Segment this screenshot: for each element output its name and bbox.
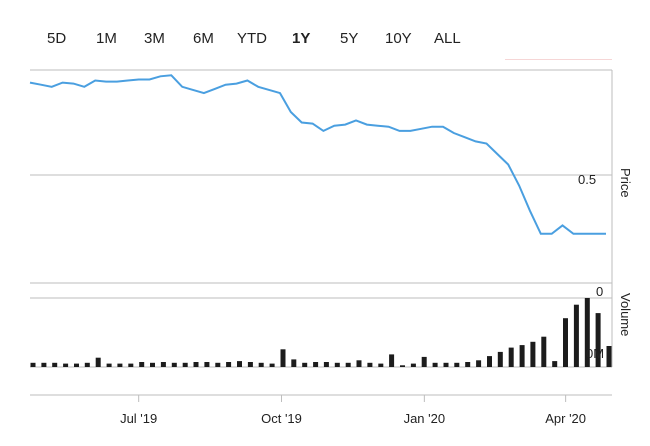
volume-bar bbox=[345, 362, 351, 367]
range-selector: 5D 1M 3M 6M YTD 1Y 5Y 10Y ALL bbox=[0, 0, 500, 72]
volume-bar bbox=[226, 362, 232, 367]
volume-bar bbox=[356, 360, 362, 367]
volume-bar bbox=[552, 361, 558, 367]
volume-bar bbox=[41, 362, 47, 367]
volume-bar bbox=[291, 359, 297, 367]
volume-bar bbox=[367, 362, 373, 367]
x-tick-label: Jan '20 bbox=[404, 411, 446, 426]
volume-bar bbox=[150, 362, 155, 367]
volume-bar bbox=[573, 304, 579, 367]
volume-tick-label-top: 0 bbox=[596, 284, 603, 299]
volume-bar bbox=[182, 362, 188, 367]
volume-bar bbox=[584, 298, 590, 367]
volume-bar bbox=[595, 313, 601, 367]
volume-bar bbox=[95, 357, 101, 367]
volume-bar bbox=[530, 341, 536, 367]
volume-bar bbox=[378, 363, 384, 367]
volume-bar bbox=[258, 362, 264, 367]
price-line bbox=[29, 74, 606, 235]
range-6m-button[interactable]: 6M bbox=[193, 30, 214, 47]
range-1m-button[interactable]: 1M bbox=[96, 30, 117, 47]
volume-bar bbox=[302, 362, 308, 367]
volume-bar bbox=[139, 362, 145, 367]
range-5y-button[interactable]: 5Y bbox=[340, 30, 359, 47]
volume-tick-label-bottom: 0M bbox=[586, 346, 604, 361]
volume-bar bbox=[313, 362, 319, 367]
volume-bar bbox=[280, 349, 286, 367]
range-1y-button[interactable]: 1Y bbox=[292, 30, 311, 47]
volume-bars bbox=[30, 298, 612, 367]
price-axis-label: Price bbox=[618, 168, 633, 198]
volume-bar bbox=[508, 347, 514, 367]
volume-bar bbox=[128, 363, 134, 367]
volume-bar bbox=[443, 362, 449, 367]
range-3m-button[interactable]: 3M bbox=[144, 30, 165, 47]
volume-bar bbox=[497, 351, 503, 367]
volume-bar bbox=[204, 362, 210, 367]
volume-bar bbox=[323, 362, 329, 367]
decorative-divider bbox=[505, 59, 612, 60]
x-tick-label: Oct '19 bbox=[261, 411, 302, 426]
volume-bar bbox=[476, 360, 482, 367]
volume-bar bbox=[171, 362, 177, 367]
volume-bar bbox=[487, 356, 492, 367]
range-5d-button[interactable]: 5D bbox=[47, 30, 67, 47]
x-tick-label: Apr '20 bbox=[545, 411, 586, 426]
x-axis: Jul '19 Oct '19 Jan '20 Apr '20 bbox=[120, 395, 586, 426]
volume-bar bbox=[215, 362, 221, 367]
volume-bar bbox=[606, 346, 612, 367]
volume-bar bbox=[421, 356, 427, 367]
volume-bar bbox=[106, 363, 112, 367]
volume-bar bbox=[541, 336, 547, 367]
volume-bar bbox=[117, 363, 123, 367]
volume-bar bbox=[389, 354, 395, 367]
volume-bar bbox=[160, 362, 166, 367]
range-all-button[interactable]: ALL bbox=[434, 30, 461, 47]
volume-bar bbox=[52, 362, 58, 367]
volume-bar bbox=[63, 363, 69, 367]
volume-bar bbox=[563, 318, 568, 367]
volume-bar bbox=[74, 363, 79, 367]
x-tick-label: Jul '19 bbox=[120, 411, 157, 426]
chart-grid bbox=[30, 69, 613, 396]
volume-bar bbox=[465, 362, 471, 367]
price-tick-label: 0.5 bbox=[578, 172, 596, 187]
volume-bar bbox=[237, 361, 242, 367]
volume-bar bbox=[193, 362, 199, 367]
volume-bar bbox=[84, 362, 90, 367]
volume-bar bbox=[334, 362, 340, 367]
volume-bar bbox=[269, 363, 275, 367]
volume-bar bbox=[432, 362, 438, 367]
volume-bar bbox=[454, 362, 460, 367]
volume-bar bbox=[30, 362, 36, 367]
volume-bar bbox=[247, 362, 253, 367]
volume-bar bbox=[519, 345, 525, 367]
volume-bar bbox=[400, 365, 405, 367]
range-ytd-button[interactable]: YTD bbox=[237, 30, 267, 47]
range-10y-button[interactable]: 10Y bbox=[385, 30, 412, 47]
volume-axis-label: Volume bbox=[618, 293, 633, 336]
volume-bar bbox=[410, 363, 416, 367]
